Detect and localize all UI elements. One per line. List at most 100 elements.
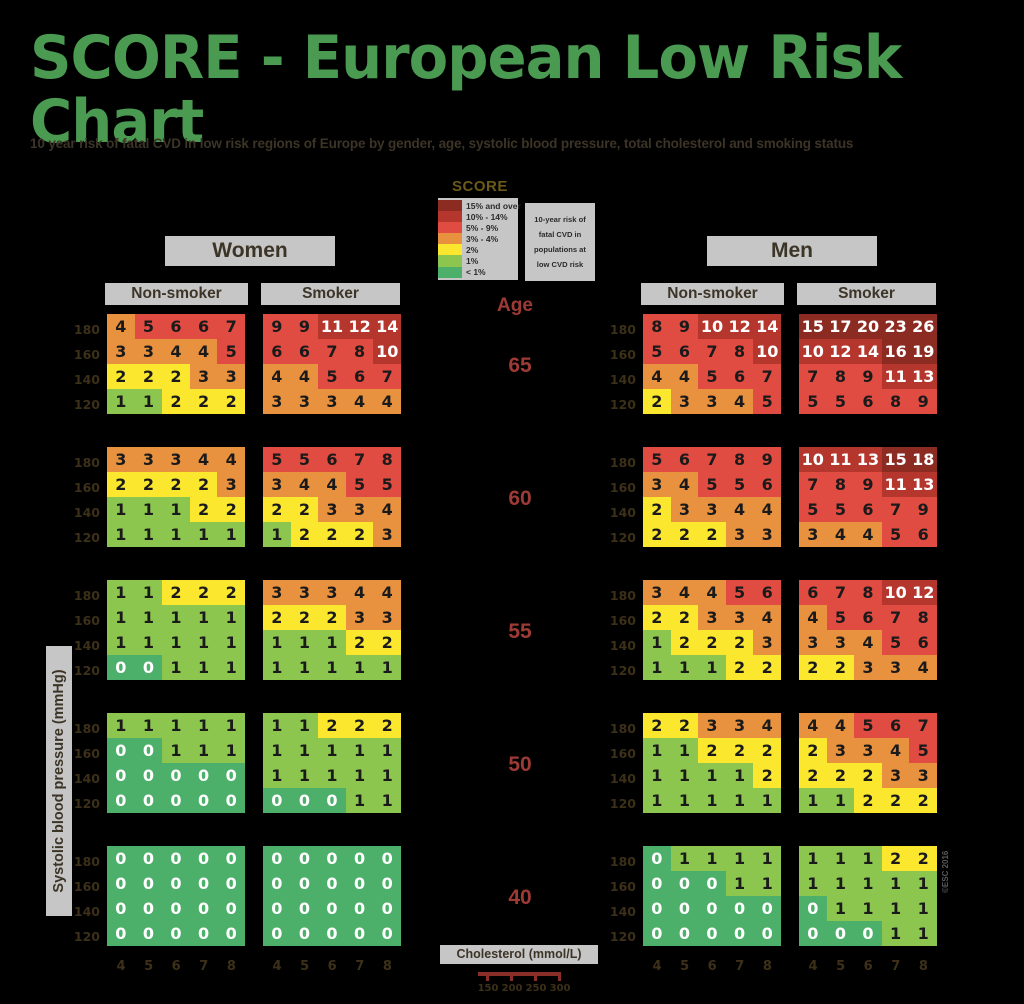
risk-cell: 6 — [670, 339, 699, 364]
risk-cell: 1 — [217, 655, 245, 680]
risk-cell: 0 — [643, 871, 671, 896]
risk-cell: 1 — [217, 713, 245, 738]
risk-cell: 3 — [698, 497, 726, 522]
sbp-tick-label: 120 — [73, 397, 100, 412]
risk-cell: 1 — [217, 605, 245, 630]
risk-cell: 10 — [881, 580, 910, 605]
risk-grid-men-nonsmoker-age65: 8 9 10 12 14 5 6 7 8 10 4 4 5 6 7 2 3 3 4 5 — [643, 314, 781, 414]
risk-cell: 1 — [373, 738, 401, 763]
risk-cell: 0 — [698, 921, 726, 946]
risk-cell: 4 — [670, 364, 699, 389]
risk-cell: 0 — [698, 896, 726, 921]
risk-cell: 11 — [826, 447, 855, 472]
legend-label: 1% — [466, 256, 479, 267]
risk-cell: 4 — [909, 655, 937, 680]
risk-cell: 13 — [909, 364, 937, 389]
risk-cell: 1 — [670, 846, 699, 871]
sbp-tick-label: 140 — [609, 372, 636, 387]
risk-cell: 1 — [290, 713, 319, 738]
risk-cell: 1 — [670, 655, 699, 680]
risk-grid-men-smoker-age55: 6 7 8 10 12 4 5 6 7 8 3 3 4 5 6 2 2 3 3 4 — [799, 580, 937, 680]
risk-cell: 12 — [345, 314, 374, 339]
risk-cell: 0 — [162, 788, 190, 813]
risk-cell: 1 — [107, 580, 135, 605]
risk-cell: 0 — [373, 896, 401, 921]
risk-cell: 3 — [189, 364, 218, 389]
risk-cell: 0 — [670, 921, 699, 946]
risk-cell: 2 — [345, 713, 374, 738]
risk-cell: 0 — [345, 871, 374, 896]
mgdl-tick — [510, 972, 513, 981]
risk-cell: 0 — [373, 871, 401, 896]
legend-swatch — [438, 255, 462, 267]
risk-cell: 0 — [107, 921, 135, 946]
cholesterol-tick-label: 4 — [116, 959, 126, 974]
risk-cell: 7 — [799, 472, 827, 497]
risk-cell: 6 — [263, 339, 291, 364]
risk-cell: 4 — [643, 364, 671, 389]
sbp-tick-label: 180 — [609, 854, 636, 869]
risk-cell: 1 — [162, 738, 190, 763]
risk-cell: 9 — [290, 314, 319, 339]
mgdl-tick-label: 250 — [525, 983, 547, 994]
risk-cell: 2 — [373, 630, 401, 655]
risk-cell: 0 — [134, 655, 163, 680]
risk-cell: 3 — [799, 522, 827, 547]
risk-cell: 2 — [725, 738, 754, 763]
risk-cell: 0 — [753, 896, 781, 921]
risk-cell: 2 — [670, 605, 699, 630]
sbp-tick-label: 140 — [73, 505, 100, 520]
risk-cell: 5 — [826, 389, 855, 414]
risk-cell: 2 — [162, 364, 190, 389]
risk-cell: 3 — [107, 447, 135, 472]
risk-cell: 0 — [643, 896, 671, 921]
cholesterol-tick-label: 8 — [226, 959, 236, 974]
risk-cell: 0 — [290, 896, 319, 921]
risk-cell: 20 — [854, 314, 882, 339]
risk-cell: 1 — [881, 871, 910, 896]
risk-cell: 5 — [725, 472, 754, 497]
risk-cell: 2 — [134, 472, 163, 497]
sbp-tick-label: 120 — [609, 929, 636, 944]
risk-cell: 1 — [799, 871, 827, 896]
risk-cell: 1 — [189, 655, 218, 680]
risk-cell: 2 — [643, 389, 671, 414]
sbp-tick-label: 120 — [73, 929, 100, 944]
risk-cell: 1 — [290, 630, 319, 655]
risk-cell: 2 — [318, 713, 346, 738]
risk-cell: 1 — [290, 738, 319, 763]
mgdl-tick — [534, 972, 537, 981]
risk-cell: 5 — [217, 339, 245, 364]
risk-cell: 6 — [753, 580, 781, 605]
risk-cell: 0 — [217, 846, 245, 871]
risk-cell: 3 — [698, 605, 726, 630]
risk-cell: 1 — [134, 630, 163, 655]
risk-cell: 2 — [263, 497, 291, 522]
risk-cell: 6 — [799, 580, 827, 605]
risk-cell: 0 — [290, 871, 319, 896]
risk-grid-men-smoker-age65: 15 17 20 23 26 10 12 14 16 19 7 8 9 11 13 5 5 6 8 9 — [799, 314, 937, 414]
risk-cell: 8 — [909, 605, 937, 630]
risk-cell: 10 — [698, 314, 726, 339]
risk-cell: 5 — [643, 447, 671, 472]
sbp-tick-label: 160 — [609, 746, 636, 761]
risk-cell: 1 — [189, 522, 218, 547]
risk-cell: 2 — [189, 472, 218, 497]
sbp-tick-label: 160 — [609, 613, 636, 628]
risk-grid-men-smoker-age60: 10 11 13 15 18 7 8 9 11 13 5 5 6 7 9 3 4 4 5 6 — [799, 447, 937, 547]
risk-cell: 1 — [698, 763, 726, 788]
risk-cell: 8 — [854, 580, 882, 605]
risk-cell: 3 — [698, 389, 726, 414]
risk-cell: 2 — [799, 763, 827, 788]
legend-note-line: 10-year risk of — [534, 215, 586, 224]
risk-cell: 2 — [134, 364, 163, 389]
risk-cell: 1 — [753, 846, 781, 871]
risk-cell: 1 — [643, 788, 671, 813]
risk-cell: 2 — [290, 522, 319, 547]
risk-cell: 4 — [373, 389, 401, 414]
